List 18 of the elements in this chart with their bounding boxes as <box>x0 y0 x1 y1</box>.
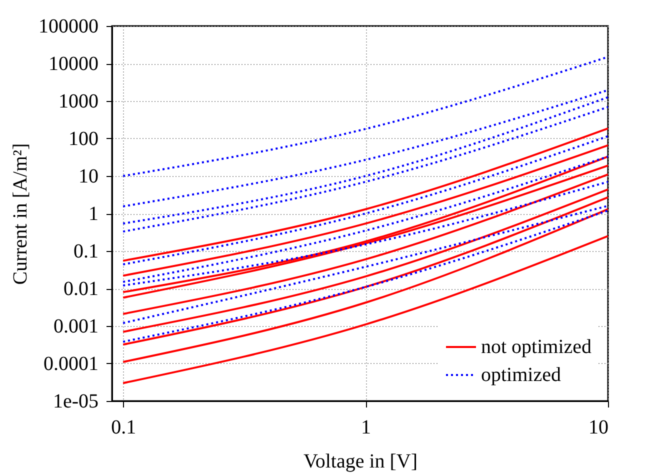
x-tick-label: 1 <box>361 416 372 438</box>
y-tick-label: 0.0001 <box>44 353 98 375</box>
legend-label: not optimized <box>481 336 592 358</box>
legend-label: optimized <box>481 364 561 386</box>
y-tick-label: 1000 <box>58 90 98 112</box>
y-tick-label: 1 <box>88 203 98 225</box>
y-tick-label: 0.1 <box>74 240 98 262</box>
y-tick-label: 0.01 <box>64 278 98 300</box>
y-tick-label: 10 <box>78 166 98 188</box>
y-tick-label: 100 <box>68 128 98 150</box>
x-axis-title: Voltage in [V] <box>303 450 418 472</box>
x-tick-label: 0.1 <box>111 416 136 438</box>
y-tick-label: 0.001 <box>54 316 98 338</box>
y-tick-label: 100000 <box>38 16 98 38</box>
y-tick-label: 1e-05 <box>52 390 98 412</box>
y-tick-label: 10000 <box>48 53 98 75</box>
y-axis-title: Current in [A/m²] <box>10 143 32 285</box>
x-tick-label: 10 <box>588 416 608 438</box>
